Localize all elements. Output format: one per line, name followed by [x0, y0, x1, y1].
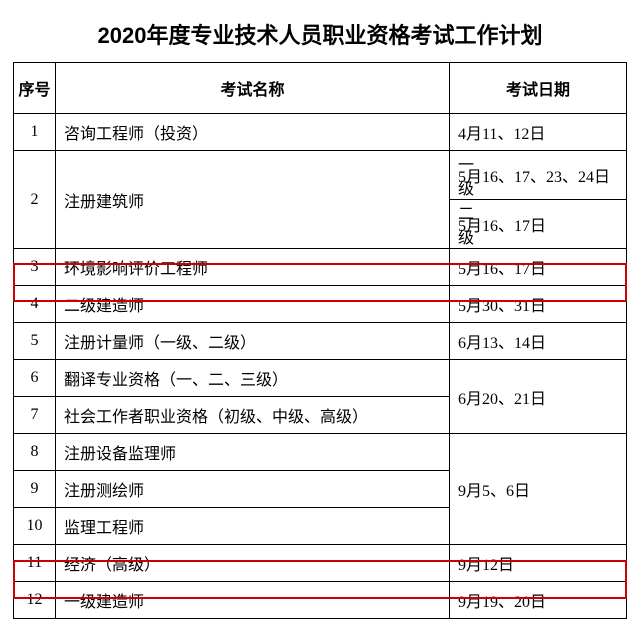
page-title: 2020年度专业技术人员职业资格考试工作计划	[10, 10, 630, 62]
name-cell: 经济（高级）	[55, 545, 449, 582]
date-cell: 4月11、12日	[450, 114, 627, 151]
seq-cell: 7	[13, 397, 55, 434]
date-cell: 5月30、31日	[450, 286, 627, 323]
col-header-date: 考试日期	[450, 63, 627, 114]
col-header-seq: 序号	[13, 63, 55, 114]
name-cell: 咨询工程师（投资）	[55, 114, 449, 151]
date-cell: 6月20、21日	[450, 360, 627, 434]
seq-cell: 9	[13, 471, 55, 508]
date-cell: 9月19、20日	[450, 582, 627, 619]
date-cell: 6月13、14日	[450, 323, 627, 360]
table-row: 3 环境影响评价工程师 5月16、17日	[13, 249, 626, 286]
exam-schedule-table: 序号 考试名称 考试日期 1 咨询工程师（投资） 4月11、12日 2 注册建筑…	[13, 62, 627, 619]
name-cell: 注册计量师（一级、二级）	[55, 323, 449, 360]
table-row: 5 注册计量师（一级、二级） 6月13、14日	[13, 323, 626, 360]
date-cell: 9月5、6日	[450, 434, 627, 545]
name-cell: 注册设备监理师	[55, 434, 449, 471]
seq-cell: 10	[13, 508, 55, 545]
seq-cell: 3	[13, 249, 55, 286]
table-row: 11 经济（高级） 9月12日	[13, 545, 626, 582]
name-cell: 一级建造师	[55, 582, 449, 619]
col-header-name: 考试名称	[55, 63, 449, 114]
seq-cell: 11	[13, 545, 55, 582]
name-cell: 社会工作者职业资格（初级、中级、高级）	[55, 397, 449, 434]
seq-cell: 2	[13, 151, 55, 249]
table-container: 序号 考试名称 考试日期 1 咨询工程师（投资） 4月11、12日 2 注册建筑…	[13, 62, 628, 619]
name-cell: 注册建筑师	[55, 151, 449, 249]
table-header-row: 序号 考试名称 考试日期	[13, 63, 626, 114]
date-cell: 9月12日	[450, 545, 627, 582]
table-row: 4 二级建造师 5月30、31日	[13, 286, 626, 323]
seq-cell: 6	[13, 360, 55, 397]
date-cell: 5月16、17、23、24日	[450, 151, 627, 200]
table-row: 12 一级建造师 9月19、20日	[13, 582, 626, 619]
table-row: 8 注册设备监理师 9月5、6日	[13, 434, 626, 471]
date-cell: 5月16、17日	[450, 249, 627, 286]
seq-cell: 1	[13, 114, 55, 151]
name-cell: 环境影响评价工程师	[55, 249, 449, 286]
seq-cell: 8	[13, 434, 55, 471]
seq-cell: 5	[13, 323, 55, 360]
name-cell: 二级建造师	[55, 286, 449, 323]
table-row: 2 注册建筑师 一级 5月16、17、23、24日	[13, 151, 626, 200]
name-cell: 翻译专业资格（一、二、三级）	[55, 360, 449, 397]
name-cell: 注册测绘师	[55, 471, 449, 508]
date-cell: 5月16、17日	[450, 200, 627, 249]
name-cell: 监理工程师	[55, 508, 449, 545]
table-row: 1 咨询工程师（投资） 4月11、12日	[13, 114, 626, 151]
seq-cell: 4	[13, 286, 55, 323]
table-row: 6 翻译专业资格（一、二、三级） 6月20、21日	[13, 360, 626, 397]
seq-cell: 12	[13, 582, 55, 619]
